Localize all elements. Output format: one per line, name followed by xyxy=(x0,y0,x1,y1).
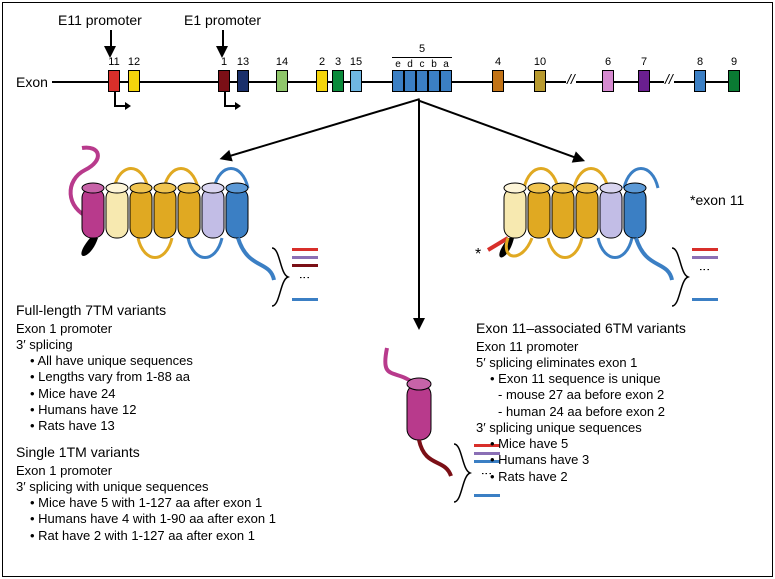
1tm-title: Single 1TM variants xyxy=(16,444,356,462)
6tm-bullets: Exon 11 sequence is unique xyxy=(476,371,766,387)
seq-6tm-3 xyxy=(692,298,718,301)
7tm-line1: Exon 1 promoter xyxy=(16,321,276,337)
6tm-title: Exon 11–associated 6TM variants xyxy=(476,320,766,338)
seq-6tm-1 xyxy=(692,248,718,251)
bullet: All have unique sequences xyxy=(30,353,276,369)
6tm-line3: 3′ splicing unique sequences xyxy=(476,420,766,436)
seq-1tm-4 xyxy=(474,494,500,497)
bracket-7tm xyxy=(270,246,290,308)
seq-7tm-2 xyxy=(292,256,318,259)
1tm-line1: Exon 1 promoter xyxy=(16,463,356,479)
bracket-1tm xyxy=(452,442,472,504)
bullet: Rats have 13 xyxy=(30,418,276,434)
bullet: Mice have 24 xyxy=(30,386,276,402)
seq-7tm-3 xyxy=(292,264,318,267)
7tm-line2: 3′ splicing xyxy=(16,337,276,353)
protein-7tm xyxy=(60,140,290,290)
dots-6tm: ⋮ xyxy=(698,264,711,277)
6tm-bullets2: Mice have 5 Humans have 3 Rats have 2 xyxy=(476,436,766,485)
6tm-line1: Exon 11 promoter xyxy=(476,339,766,355)
6tm-sub: mouse 27 aa before exon 2 human 24 aa be… xyxy=(476,387,766,420)
seq-7tm-4 xyxy=(292,298,318,301)
full-length-7tm-text: Full-length 7TM variants Exon 1 promoter… xyxy=(16,302,276,434)
6tm-line2: 5′ splicing eliminates exon 1 xyxy=(476,355,766,371)
bullet: Humans have 4 with 1-90 aa after exon 1 xyxy=(30,511,356,527)
e1-promoter-label: E1 promoter xyxy=(184,12,261,28)
bullet: Humans have 12 xyxy=(30,402,276,418)
single-1tm-text: Single 1TM variants Exon 1 promoter 3′ s… xyxy=(16,444,356,544)
bullet: Mice have 5 with 1-127 aa after exon 1 xyxy=(30,495,356,511)
e11-promoter-label: E11 promoter xyxy=(58,12,142,28)
subitem: human 24 aa before exon 2 xyxy=(498,404,766,420)
bullet: Rats have 2 xyxy=(490,469,766,485)
protein-6tm xyxy=(470,140,700,290)
bullet: Exon 11 sequence is unique xyxy=(490,371,766,387)
exon11-asterisk: * xyxy=(475,246,481,264)
bullet: Rat have 2 with 1-127 aa after exon 1 xyxy=(30,528,356,544)
subitem: mouse 27 aa before exon 2 xyxy=(498,387,766,403)
bullet: Mice have 5 xyxy=(490,436,766,452)
exon11-note: *exon 11 xyxy=(690,192,744,208)
bullet: Humans have 3 xyxy=(490,452,766,468)
7tm-bullets: All have unique sequences Lengths vary f… xyxy=(16,353,276,434)
exon-axis-label: Exon xyxy=(16,74,48,90)
exon11-6tm-text: Exon 11–associated 6TM variants Exon 11 … xyxy=(476,320,766,485)
bullet: Lengths vary from 1-88 aa xyxy=(30,369,276,385)
bracket-6tm xyxy=(670,246,690,308)
1tm-bullets: Mice have 5 with 1-127 aa after exon 1 H… xyxy=(16,495,356,544)
7tm-title: Full-length 7TM variants xyxy=(16,302,276,320)
1tm-line2: 3′ splicing with unique sequences xyxy=(16,479,356,495)
dots-7tm: ⋮ xyxy=(298,272,311,285)
seq-7tm-1 xyxy=(292,248,318,251)
seq-6tm-2 xyxy=(692,256,718,259)
